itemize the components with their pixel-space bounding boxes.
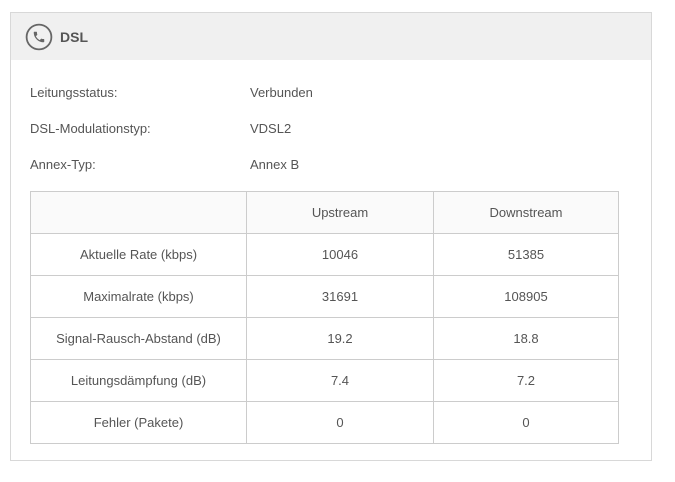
info-label: Annex-Typ:	[30, 156, 96, 172]
info-row-line-status: Leitungsstatus: Verbunden	[30, 74, 651, 110]
info-value: Verbunden	[250, 84, 313, 100]
panel-title: DSL	[60, 28, 88, 45]
dsl-stats-table: Upstream Downstream Aktuelle Rate (kbps)…	[30, 191, 619, 444]
stat-downstream: 18.8	[433, 317, 619, 360]
stat-downstream: 7.2	[433, 359, 619, 402]
info-value: Annex B	[250, 156, 300, 172]
stat-upstream: 7.4	[246, 359, 434, 402]
panel-header: DSL	[11, 13, 651, 60]
stat-downstream: 108905	[433, 275, 619, 318]
info-label: Leitungsstatus:	[30, 84, 118, 100]
table-header-downstream: Downstream	[433, 191, 619, 234]
connection-info-list: Leitungsstatus: Verbunden DSL-Modulation…	[11, 74, 651, 182]
stat-upstream: 19.2	[246, 317, 434, 360]
panel-body: Leitungsstatus: Verbunden DSL-Modulation…	[11, 60, 651, 444]
table-row-max-rate: Maximalrate (kbps) 31691 108905	[30, 275, 619, 318]
table-row-errors: Fehler (Pakete) 0 0	[30, 401, 619, 444]
table-row-line-attenuation: Leitungsdämpfung (dB) 7.4 7.2	[30, 359, 619, 402]
stat-label: Signal-Rausch-Abstand (dB)	[30, 317, 247, 360]
dsl-status-panel: DSL Leitungsstatus: Verbunden DSL-Modula…	[10, 12, 652, 461]
stat-upstream: 31691	[246, 275, 434, 318]
table-row-snr: Signal-Rausch-Abstand (dB) 19.2 18.8	[30, 317, 619, 360]
stat-label: Fehler (Pakete)	[30, 401, 247, 444]
table-header-upstream: Upstream	[246, 191, 434, 234]
info-label: DSL-Modulationstyp:	[30, 120, 151, 136]
table-header-row: Upstream Downstream	[30, 191, 619, 234]
info-value: VDSL2	[250, 120, 292, 136]
info-row-modulation-type: DSL-Modulationstyp: VDSL2	[30, 110, 651, 146]
stat-downstream: 0	[433, 401, 619, 444]
stat-label: Maximalrate (kbps)	[30, 275, 247, 318]
info-row-annex-type: Annex-Typ: Annex B	[30, 146, 651, 182]
stat-label: Aktuelle Rate (kbps)	[30, 233, 247, 276]
table-header-empty	[30, 191, 247, 234]
phone-icon	[25, 23, 53, 51]
stat-upstream: 0	[246, 401, 434, 444]
table-row-current-rate: Aktuelle Rate (kbps) 10046 51385	[30, 233, 619, 276]
stat-downstream: 51385	[433, 233, 619, 276]
stat-label: Leitungsdämpfung (dB)	[30, 359, 247, 402]
stat-upstream: 10046	[246, 233, 434, 276]
